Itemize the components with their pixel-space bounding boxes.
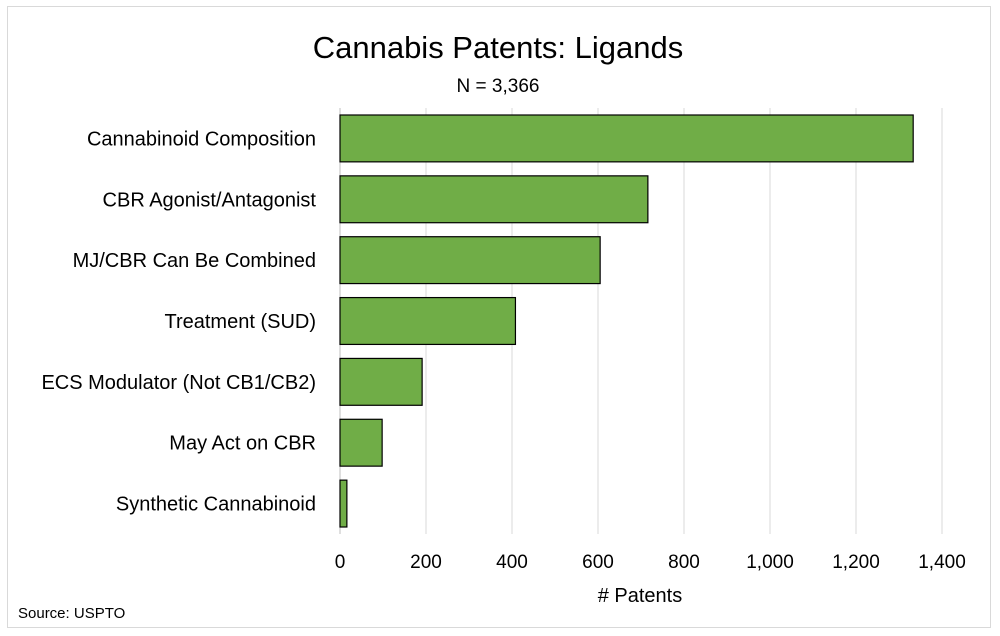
category-label: MJ/CBR Can Be Combined [73,250,316,272]
category-label: ECS Modulator (Not CB1/CB2) [41,372,316,394]
x-tick-label: 800 [668,552,700,573]
x-tick-label: 0 [335,552,346,573]
category-label: Treatment (SUD) [164,311,316,333]
category-label: Synthetic Cannabinoid [116,494,316,516]
category-label: May Act on CBR [169,433,316,455]
chart-title: Cannabis Patents: Ligands [313,30,684,65]
category-label: CBR Agonist/Antagonist [103,189,317,211]
bar [339,357,423,406]
category-labels: Cannabinoid Composition CBR Agonist/Antag… [41,128,316,515]
bar [339,114,914,163]
bar [339,479,348,528]
bar [339,296,517,346]
x-tick-label: 1,400 [918,552,966,573]
bar [339,236,601,285]
x-tick-labels: 0 200 400 600 800 1,000 1,200 1,400 [335,552,966,573]
x-tick-label: 1,000 [746,552,794,573]
bar [339,418,383,467]
bar [339,175,649,224]
x-tick-label: 1,200 [832,552,880,573]
x-tick-label: 200 [410,552,442,573]
chart-subtitle: N = 3,366 [457,76,540,97]
x-axis-title: # Patents [598,585,683,607]
category-label: Cannabinoid Composition [87,128,316,150]
x-tick-label: 600 [582,552,614,573]
source-note: Source: USPTO [18,605,125,622]
x-tick-label: 400 [496,552,528,573]
bars [339,114,914,528]
